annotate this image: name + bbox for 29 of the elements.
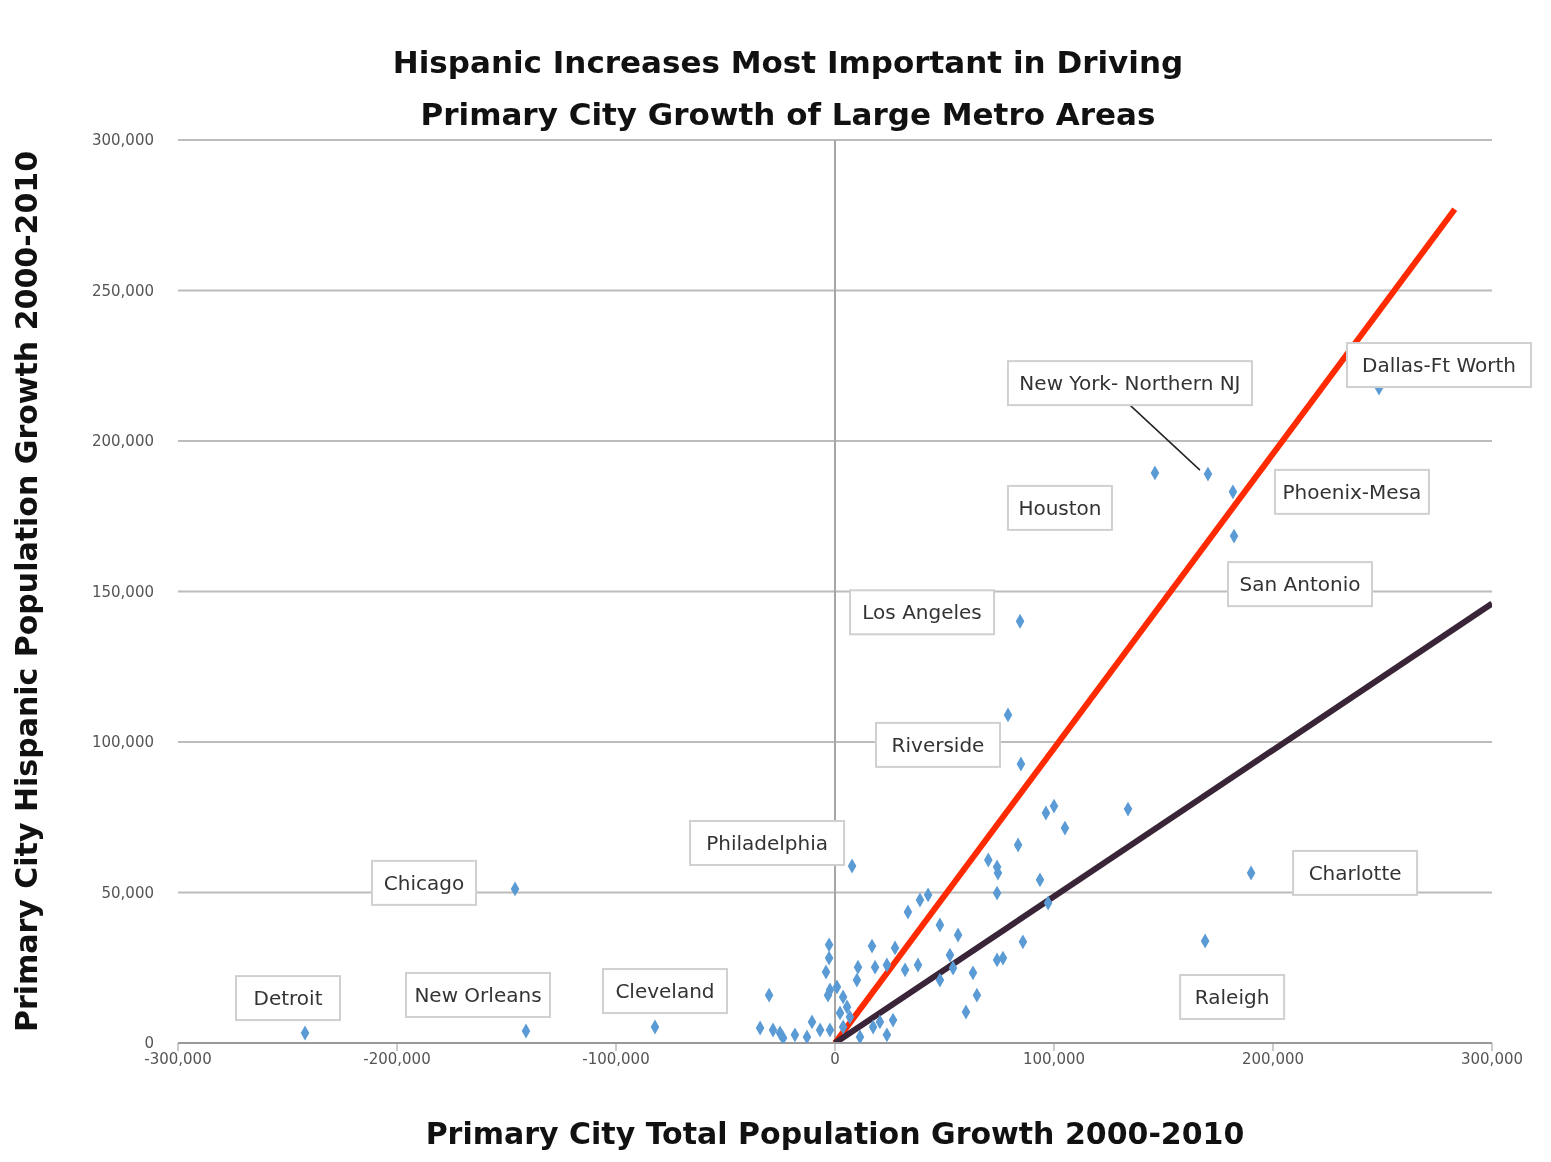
y-axis-title: Primary City Hispanic Population Growth 2000-2010: [8, 150, 44, 1033]
chart-title: Hispanic Increases Most Important in Driving Primary City Growth of Large Metro Areas: [391, 43, 1185, 134]
x-tick-label: -100,000: [582, 1049, 650, 1068]
annotation: Cleveland: [615, 979, 715, 1004]
annotation: Charlotte: [1308, 860, 1402, 885]
x-tick-label: 100,000: [1022, 1049, 1086, 1068]
annotation: New Orleans: [414, 982, 542, 1007]
x-tick-label: 200,000: [1241, 1049, 1305, 1068]
annotation: Phoenix-Mesa: [1282, 479, 1422, 504]
annotation: Chicago: [383, 870, 465, 895]
annotation: San Antonio: [1239, 572, 1361, 597]
annotation: Houston: [1018, 495, 1102, 520]
annotation: Los Angeles: [862, 600, 982, 625]
y-tick-label: 50,000: [101, 883, 154, 902]
y-tick-label: 100,000: [91, 733, 154, 752]
x-tick-label: -200,000: [363, 1049, 431, 1068]
y-tick-label: 250,000: [91, 281, 154, 300]
x-tick-label: 300,000: [1460, 1049, 1524, 1068]
annotation: Raleigh: [1194, 984, 1270, 1009]
y-tick-label: 300,000: [91, 131, 154, 150]
annotation: Dallas-Ft Worth: [1362, 353, 1516, 378]
x-axis-title: Primary City Total Population Growth 2000-2010: [424, 1116, 1246, 1151]
annotation: Riverside: [891, 732, 985, 757]
y-tick-label: 150,000: [91, 582, 154, 601]
y-tick-label: 200,000: [91, 432, 154, 451]
annotation: New York- Northern NJ: [1019, 371, 1241, 396]
x-tick-label: 0: [830, 1049, 840, 1068]
annotation: Detroit: [253, 986, 323, 1011]
annotation: Philadelphia: [706, 831, 829, 856]
